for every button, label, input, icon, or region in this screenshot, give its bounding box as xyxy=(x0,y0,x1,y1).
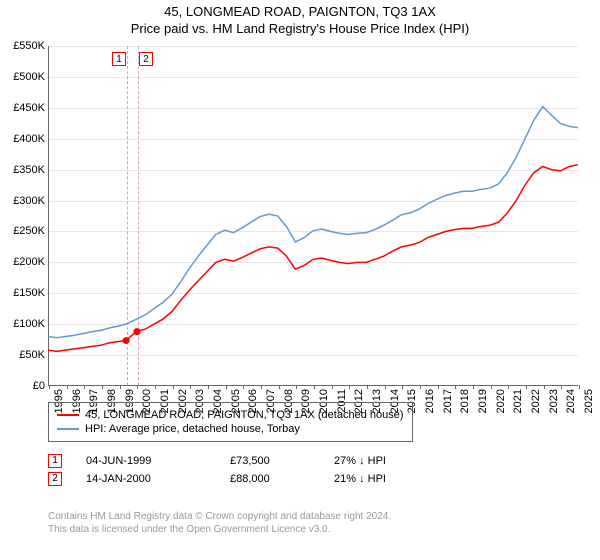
transaction-row-delta: 27% ↓ HPI xyxy=(334,455,434,467)
y-axis-tick-label: £250K xyxy=(13,225,45,237)
chart-title-block: 45, LONGMEAD ROAD, PAIGNTON, TQ3 1AX Pri… xyxy=(0,0,600,36)
x-axis-tick-label: 2016 xyxy=(424,389,436,413)
y-axis-tick-label: £100K xyxy=(13,318,45,330)
y-axis-tick-label: £50K xyxy=(19,349,45,361)
y-axis-tick-label: £300K xyxy=(13,195,45,207)
footer-line2: This data is licensed under the Open Gov… xyxy=(48,523,391,536)
transaction-row-delta: 21% ↓ HPI xyxy=(334,473,434,485)
x-axis-tick-label: 2018 xyxy=(459,389,471,413)
x-axis-tick-label: 2023 xyxy=(548,389,560,413)
x-axis-tick-label: 2020 xyxy=(495,389,507,413)
legend-swatch xyxy=(57,414,79,416)
transaction-row-price: £73,500 xyxy=(230,455,310,467)
y-axis-tick-label: £550K xyxy=(13,40,45,52)
x-axis-tick-label: 2019 xyxy=(477,389,489,413)
y-axis-tick-label: £350K xyxy=(13,164,45,176)
transaction-row-index: 1 xyxy=(48,454,62,468)
legend-row: 45, LONGMEAD ROAD, PAIGNTON, TQ3 1AX (de… xyxy=(57,409,404,421)
x-axis-tick-label: 2025 xyxy=(583,389,595,413)
transaction-row: 1 04-JUN-1999 £73,500 27% ↓ HPI xyxy=(48,454,434,468)
chart-footer: Contains HM Land Registry data © Crown c… xyxy=(48,510,391,536)
transaction-row-index: 2 xyxy=(48,472,62,486)
x-axis-tick-label: 2022 xyxy=(530,389,542,413)
y-axis-tick-label: £200K xyxy=(13,256,45,268)
footer-line1: Contains HM Land Registry data © Crown c… xyxy=(48,510,391,523)
legend-label: HPI: Average price, detached house, Torb… xyxy=(85,423,300,435)
chart-legend: 45, LONGMEAD ROAD, PAIGNTON, TQ3 1AX (de… xyxy=(48,402,413,442)
x-axis-tick-label: 2021 xyxy=(512,389,524,413)
y-axis-tick-label: £450K xyxy=(13,102,45,114)
legend-label: 45, LONGMEAD ROAD, PAIGNTON, TQ3 1AX (de… xyxy=(85,409,404,421)
chart-plot-area: £0£50K£100K£150K£200K£250K£300K£350K£400… xyxy=(48,46,578,386)
x-axis-tick-label: 2017 xyxy=(442,389,454,413)
x-axis-tick-label: 2024 xyxy=(565,389,577,413)
transaction-dot xyxy=(134,328,141,335)
transaction-dot xyxy=(123,337,130,344)
transaction-row-date: 14-JAN-2000 xyxy=(86,473,206,485)
y-axis-tick-label: £500K xyxy=(13,71,45,83)
chart-title-line2: Price paid vs. HM Land Registry's House … xyxy=(0,21,600,36)
y-axis-tick-label: £150K xyxy=(13,287,45,299)
transaction-row-price: £88,000 xyxy=(230,473,310,485)
transaction-row: 2 14-JAN-2000 £88,000 21% ↓ HPI xyxy=(48,472,434,486)
chart-title-line1: 45, LONGMEAD ROAD, PAIGNTON, TQ3 1AX xyxy=(0,4,600,19)
transaction-row-date: 04-JUN-1999 xyxy=(86,455,206,467)
y-axis-tick-label: £400K xyxy=(13,133,45,145)
legend-swatch xyxy=(57,428,79,430)
transaction-table: 1 04-JUN-1999 £73,500 27% ↓ HPI 2 14-JAN-2000… xyxy=(48,450,434,490)
x-axis-tick-mark xyxy=(579,385,580,389)
legend-row: HPI: Average price, detached house, Torb… xyxy=(57,423,404,435)
y-axis-tick-label: £0 xyxy=(33,380,45,392)
